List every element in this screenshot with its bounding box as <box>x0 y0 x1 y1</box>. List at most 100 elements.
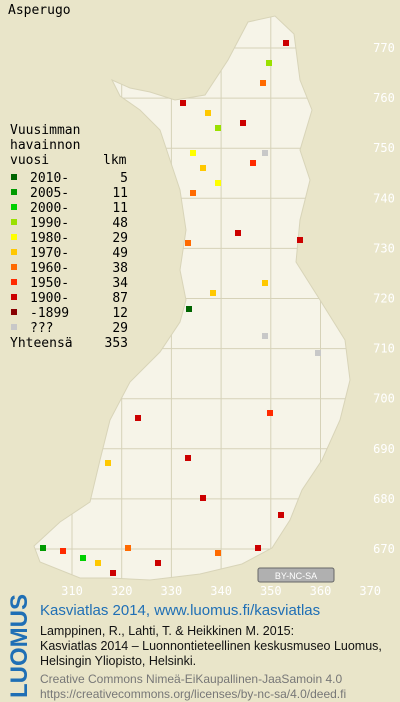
y-tick-label: 670 <box>373 542 395 556</box>
legend-count: 11 <box>112 186 128 201</box>
x-tick-label: 330 <box>161 584 183 598</box>
obs <box>215 180 221 186</box>
y-tick-label: 720 <box>373 292 395 306</box>
obs <box>297 237 303 243</box>
license-text: Creative Commons Nimeä-EiKaupallinen-Jaa… <box>40 672 342 686</box>
obs <box>110 570 116 576</box>
legend-swatch <box>11 309 17 315</box>
obs <box>125 545 131 551</box>
citation: Kasviatlas 2014 – Luonnontieteellinen ke… <box>40 639 382 653</box>
legend-swatch <box>11 189 17 195</box>
y-tick-label: 700 <box>373 392 395 406</box>
legend-header: Vuusimman <box>10 123 80 138</box>
obs <box>315 350 321 356</box>
obs <box>190 190 196 196</box>
observations <box>40 40 321 576</box>
legend-swatch <box>11 294 17 300</box>
obs <box>155 560 161 566</box>
y-tick-label: 770 <box>373 41 395 55</box>
legend-swatch <box>11 249 17 255</box>
obs <box>262 150 268 156</box>
obs <box>185 240 191 246</box>
obs <box>262 280 268 286</box>
obs <box>180 100 186 106</box>
legend-label: 1980- <box>30 231 69 246</box>
x-tick-label: 320 <box>111 584 133 598</box>
legend-count: 49 <box>112 246 128 261</box>
legend-count: 34 <box>112 276 128 291</box>
license-text: https://creativecommons.org/licenses/by-… <box>40 687 346 701</box>
obs <box>278 512 284 518</box>
legend-swatch <box>11 264 17 270</box>
obs <box>186 306 192 312</box>
obs <box>260 80 266 86</box>
obs <box>190 150 196 156</box>
y-tick-label: 740 <box>373 191 395 205</box>
legend-count: 11 <box>112 201 128 216</box>
legend-count: 38 <box>112 261 128 276</box>
legend-count: 12 <box>112 306 128 321</box>
obs <box>95 560 101 566</box>
legend-swatch <box>11 324 17 330</box>
legend-swatch <box>11 279 17 285</box>
total-count: 353 <box>105 336 128 351</box>
x-tick-label: 340 <box>210 584 232 598</box>
legend-count: 87 <box>112 291 128 306</box>
obs <box>200 495 206 501</box>
citation: Helsingin Yliopisto, Helsinki. <box>40 654 196 668</box>
legend-swatch <box>11 174 17 180</box>
species-title: Asperugo <box>8 3 71 18</box>
obs <box>267 410 273 416</box>
obs <box>240 120 246 126</box>
obs <box>266 60 272 66</box>
legend-label: ??? <box>30 321 53 336</box>
obs <box>60 548 66 554</box>
legend-label: -1899 <box>30 306 69 321</box>
y-tick-label: 690 <box>373 442 395 456</box>
obs <box>215 125 221 131</box>
legend-count: 48 <box>112 216 128 231</box>
obs <box>200 165 206 171</box>
y-tick-label: 730 <box>373 241 395 255</box>
legend-label: 1990- <box>30 216 69 231</box>
obs <box>283 40 289 46</box>
legend-swatch <box>11 219 17 225</box>
y-tick-label: 680 <box>373 492 395 506</box>
x-tick-label: 310 <box>61 584 83 598</box>
obs <box>80 555 86 561</box>
y-tick-label: 760 <box>373 91 395 105</box>
obs <box>235 230 241 236</box>
legend-label: 2005- <box>30 186 69 201</box>
legend-count: 29 <box>112 231 128 246</box>
obs <box>262 333 268 339</box>
x-tick-label: 370 <box>359 584 381 598</box>
obs <box>135 415 141 421</box>
legend-label: 1950- <box>30 276 69 291</box>
footer-heading: Kasviatlas 2014, www.luomus.fi/kasviatla… <box>40 602 320 619</box>
obs <box>215 550 221 556</box>
legend-label: 1900- <box>30 291 69 306</box>
legend-label: 2000- <box>30 201 69 216</box>
legend-header: vuosi <box>10 153 49 168</box>
logo: LUOMUS <box>6 594 33 698</box>
license-badge: BY-NC-SA <box>275 571 317 581</box>
citation: Lamppinen, R., Lahti, T. & Heikkinen M. … <box>40 624 294 638</box>
legend-label: 1960- <box>30 261 69 276</box>
legend-header: lkm <box>103 153 127 168</box>
y-tick-label: 710 <box>373 342 395 356</box>
x-tick-label: 350 <box>260 584 282 598</box>
legend-count: 29 <box>112 321 128 336</box>
legend-swatch <box>11 234 17 240</box>
legend-label: 1970- <box>30 246 69 261</box>
obs <box>250 160 256 166</box>
obs <box>255 545 261 551</box>
license-badge-box <box>257 567 335 583</box>
obs <box>205 110 211 116</box>
y-tick-label: 750 <box>373 141 395 155</box>
obs <box>105 460 111 466</box>
legend-header: havainnon <box>10 138 80 153</box>
x-tick-label: 360 <box>310 584 332 598</box>
obs <box>185 455 191 461</box>
legend-count: 5 <box>120 171 128 186</box>
